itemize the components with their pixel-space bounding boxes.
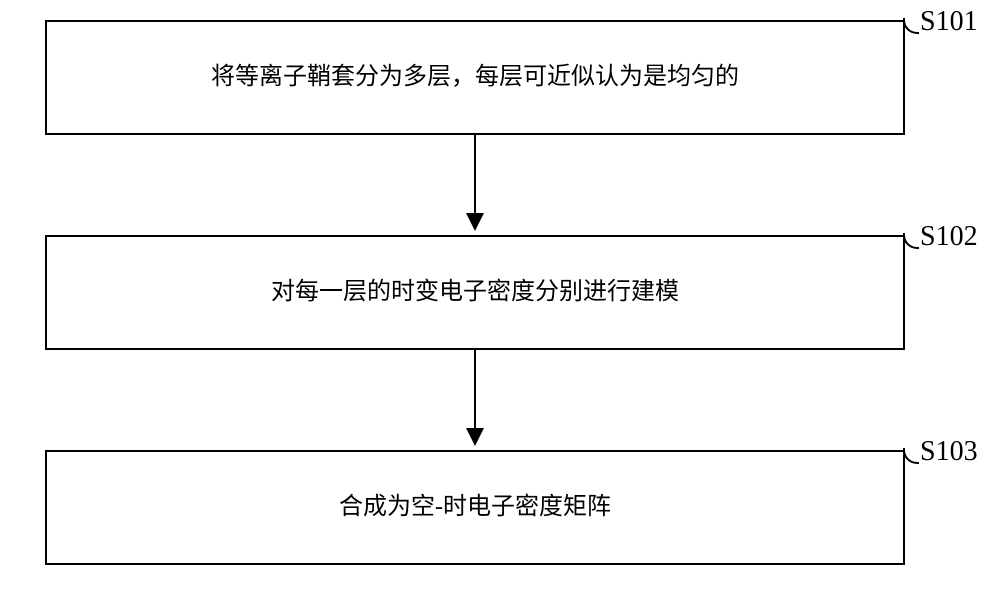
arrow-2-shaft	[474, 350, 476, 428]
notch-s103	[903, 448, 919, 464]
step-label-s102: S102	[920, 221, 978, 253]
flow-step-s103-text: 合成为空-时电子密度矩阵	[329, 492, 621, 523]
arrow-1-head	[466, 213, 484, 231]
flow-step-s102-text: 对每一层的时变电子密度分别进行建模	[261, 277, 689, 308]
arrow-2-head	[466, 428, 484, 446]
arrow-1-shaft	[474, 135, 476, 213]
notch-s102	[903, 233, 919, 249]
flow-step-s101: 将等离子鞘套分为多层，每层可近似认为是均匀的	[45, 20, 905, 135]
flow-step-s103: 合成为空-时电子密度矩阵	[45, 450, 905, 565]
flow-step-s101-text: 将等离子鞘套分为多层，每层可近似认为是均匀的	[201, 62, 749, 93]
step-label-s101: S101	[920, 6, 978, 38]
notch-s101	[903, 18, 919, 34]
flow-step-s102: 对每一层的时变电子密度分别进行建模	[45, 235, 905, 350]
step-label-s103: S103	[920, 436, 978, 468]
